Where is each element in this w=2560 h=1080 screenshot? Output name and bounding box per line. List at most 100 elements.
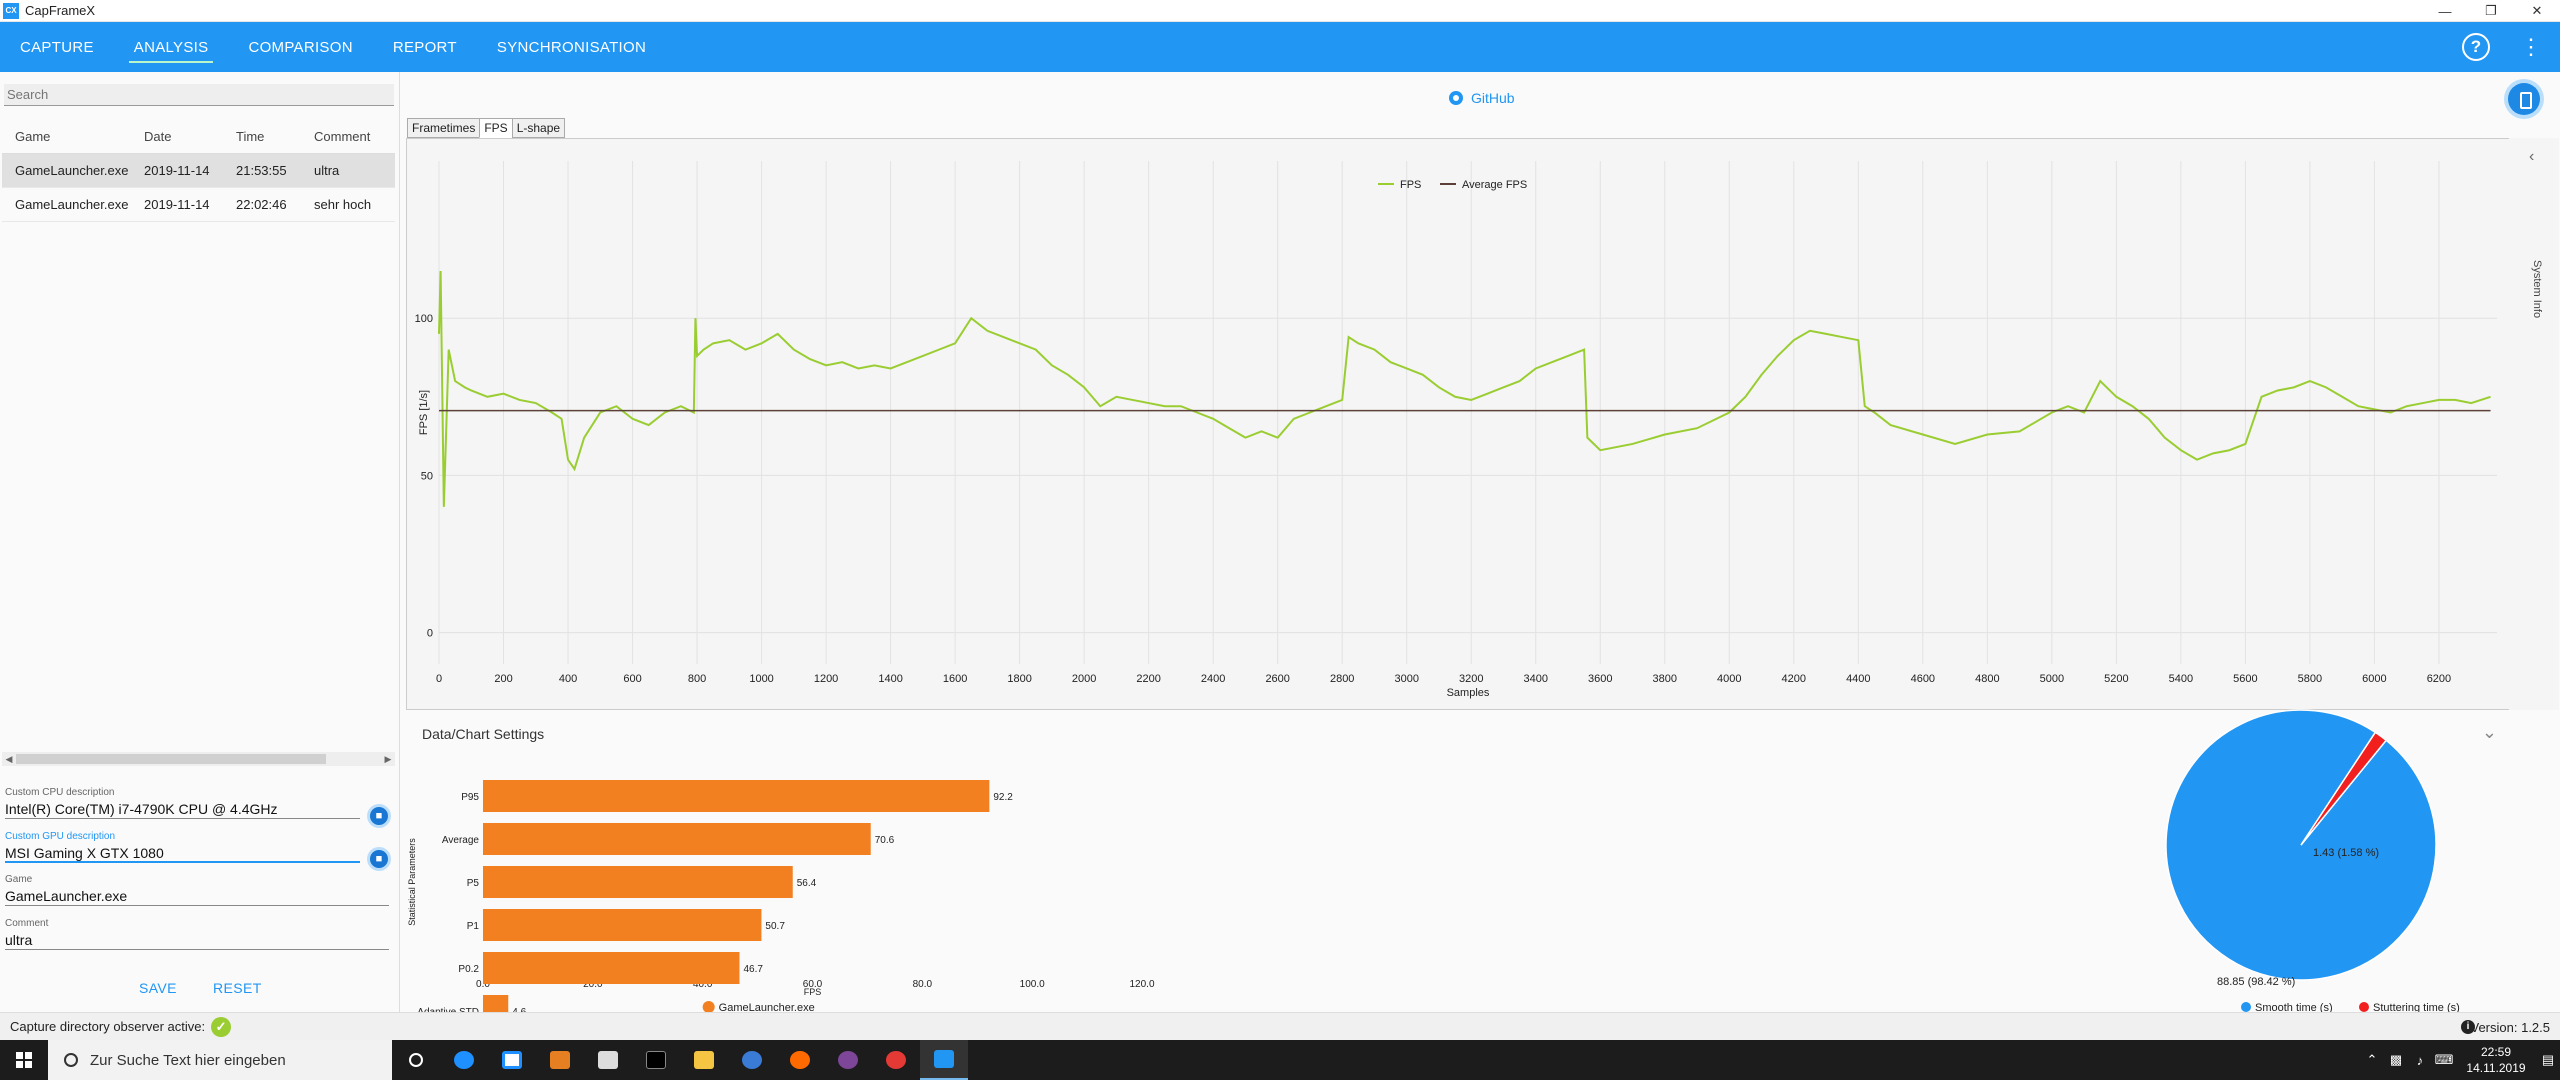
horizontal-scrollbar[interactable]: ◀ ▶: [2, 752, 395, 766]
check-icon: ✓: [211, 1016, 232, 1037]
bar-value-label: 92.2: [993, 792, 1013, 803]
category-label: Average: [442, 835, 480, 846]
tab-synchronisation[interactable]: SYNCHRONISATION: [496, 38, 647, 56]
tab-l-shape[interactable]: L-shape: [511, 118, 566, 138]
edge-browser-icon[interactable]: [440, 1040, 488, 1080]
x-axis-label: FPS: [804, 987, 822, 997]
chart-settings-expander[interactable]: Data/Chart Settings ⌄: [406, 716, 2511, 752]
file-explorer-icon[interactable]: [680, 1040, 728, 1080]
x-axis-label: Samples: [1447, 687, 1490, 699]
system-info-label: System Info: [2531, 260, 2543, 319]
cell-game: GameLauncher.exe: [15, 163, 129, 178]
more-menu-icon[interactable]: ⋮: [2520, 34, 2542, 59]
capframex-taskbar-icon[interactable]: [920, 1040, 968, 1080]
notifications-icon[interactable]: ▤: [2541, 1052, 2555, 1067]
taskbar-search-box[interactable]: Zur Suche Text hier eingeben: [48, 1040, 392, 1080]
column-header-game[interactable]: Game: [15, 129, 51, 144]
bar-value-label: 46.7: [743, 964, 763, 975]
reset-button[interactable]: RESET: [213, 980, 262, 996]
cell-time: 21:53:55: [236, 163, 287, 178]
volume-icon[interactable]: ♪: [2416, 1052, 2424, 1068]
x-tick-label: 3000: [1394, 673, 1418, 685]
tor-browser-icon[interactable]: [824, 1040, 872, 1080]
display-toggle-button[interactable]: [2508, 83, 2540, 115]
x-tick-label: 0.0: [476, 979, 490, 990]
tab-fps[interactable]: FPS: [479, 118, 513, 138]
tab-capture[interactable]: CAPTURE: [20, 38, 94, 56]
x-tick-label: 40.0: [693, 979, 713, 990]
x-tick-label: 5800: [2298, 673, 2322, 685]
analysis-area: GitHub Frametimes FPS L-shape 0 200 400 600…: [401, 72, 2560, 1027]
window-title: CapFrameX: [25, 3, 96, 18]
close-button[interactable]: ✕: [2531, 3, 2543, 18]
terminal-icon[interactable]: [632, 1040, 680, 1080]
help-icon[interactable]: ?: [2462, 33, 2490, 61]
search-input[interactable]: [4, 84, 394, 106]
cell-date: 2019-11-14: [144, 197, 210, 212]
scroll-right-icon[interactable]: ▶: [384, 754, 392, 764]
tab-analysis[interactable]: ANALYSIS: [114, 22, 229, 72]
chevron-left-icon[interactable]: ‹: [2529, 148, 2535, 165]
chart-tabs: Frametimes FPS L-shape: [407, 118, 566, 138]
system-info-panel[interactable]: ‹ System Info: [2509, 138, 2559, 710]
table-row[interactable]: GameLauncher.exe 2019-11-14 22:02:46 seh…: [2, 188, 395, 222]
cpu-description-value[interactable]: Intel(R) Core(TM) i7-4790K CPU @ 4.4GHz: [5, 799, 360, 819]
scroll-left-icon[interactable]: ◀: [5, 754, 13, 764]
chevron-down-icon[interactable]: ⌄: [2481, 722, 2497, 742]
stuttering-pie-chart: 88.85 (98.42 %) 1.43 (1.58 %) Smooth time …: [2111, 697, 2531, 1017]
column-header-time[interactable]: Time: [236, 129, 265, 144]
gpu-description-field[interactable]: Custom GPU description MSI Gaming X GTX …: [5, 831, 360, 863]
table-row[interactable]: GameLauncher.exe 2019-11-14 21:53:55 ult…: [2, 154, 395, 188]
github-icon: [1449, 91, 1463, 105]
tab-frametimes[interactable]: Frametimes: [407, 118, 481, 138]
cell-game: GameLauncher.exe: [15, 197, 129, 212]
github-link[interactable]: GitHub: [1449, 90, 1515, 106]
info-icon[interactable]: i: [2461, 1020, 2475, 1034]
bar-value-label: 56.4: [797, 878, 817, 889]
comment-value[interactable]: ultra: [5, 930, 389, 950]
mail-icon[interactable]: [584, 1040, 632, 1080]
game-value[interactable]: GameLauncher.exe: [5, 886, 389, 906]
comment-field[interactable]: Comment ultra: [5, 918, 389, 950]
game-field[interactable]: Game GameLauncher.exe: [5, 874, 389, 906]
store-icon[interactable]: [488, 1040, 536, 1080]
x-tick-label: 80.0: [913, 979, 933, 990]
save-button[interactable]: SAVE: [139, 980, 177, 996]
minimize-button[interactable]: —: [2438, 3, 2452, 19]
keyboard-icon[interactable]: ⌨: [2434, 1052, 2454, 1067]
network-icon[interactable]: ▩: [2389, 1052, 2403, 1067]
scrollbar-thumb[interactable]: [16, 754, 326, 764]
status-bar: Capture directory observer active: ✓ i V…: [0, 1012, 2560, 1040]
game-label: Game: [5, 874, 33, 885]
x-tick-label: 2800: [1330, 673, 1354, 685]
firefox-icon[interactable]: [776, 1040, 824, 1080]
fps-chart-svg: 0 200 400 600 800 1000 1200 1400 1600 1800 2000 220…: [415, 161, 2497, 699]
bar: [483, 866, 793, 898]
tab-report[interactable]: REPORT: [392, 38, 457, 56]
cloud-app-icon[interactable]: [728, 1040, 776, 1080]
start-button[interactable]: [0, 1040, 48, 1080]
add-cpu-description-icon[interactable]: ■: [370, 807, 388, 825]
media-player-icon[interactable]: [536, 1040, 584, 1080]
x-tick-label: 4000: [1717, 673, 1741, 685]
cpu-description-field[interactable]: Custom CPU description Intel(R) Core(TM)…: [5, 787, 360, 819]
records-table: Game Date Time Comment GameLauncher.exe …: [2, 120, 395, 222]
add-gpu-description-icon[interactable]: ■: [370, 850, 388, 868]
table-header: Game Date Time Comment: [2, 120, 395, 154]
legend-average-label: Average FPS: [1462, 179, 1527, 191]
tab-comparison[interactable]: COMPARISON: [248, 38, 353, 56]
gpu-description-value[interactable]: MSI Gaming X GTX 1080: [5, 843, 360, 863]
bar: [483, 823, 871, 855]
cortana-icon[interactable]: [392, 1040, 440, 1080]
speed-app-icon[interactable]: [872, 1040, 920, 1080]
pie-slice-label: 88.85 (98.42 %): [2217, 976, 2295, 988]
tray-chevron-up-icon[interactable]: ⌃: [2366, 1052, 2378, 1067]
x-tick-label: 4600: [1911, 673, 1935, 685]
column-header-comment[interactable]: Comment: [314, 129, 371, 144]
statistics-bar-chart: 0.0 20.0 40.0 60.0 80.0 100.0 120.0 FPS Statisti…: [401, 762, 1501, 1027]
taskbar-clock[interactable]: 22:59 14.11.2019: [2456, 1044, 2536, 1076]
maximize-button[interactable]: ❐: [2485, 3, 2497, 18]
x-tick-label: 3800: [1653, 673, 1677, 685]
column-header-date[interactable]: Date: [144, 129, 172, 144]
category-label: P95: [461, 792, 479, 803]
